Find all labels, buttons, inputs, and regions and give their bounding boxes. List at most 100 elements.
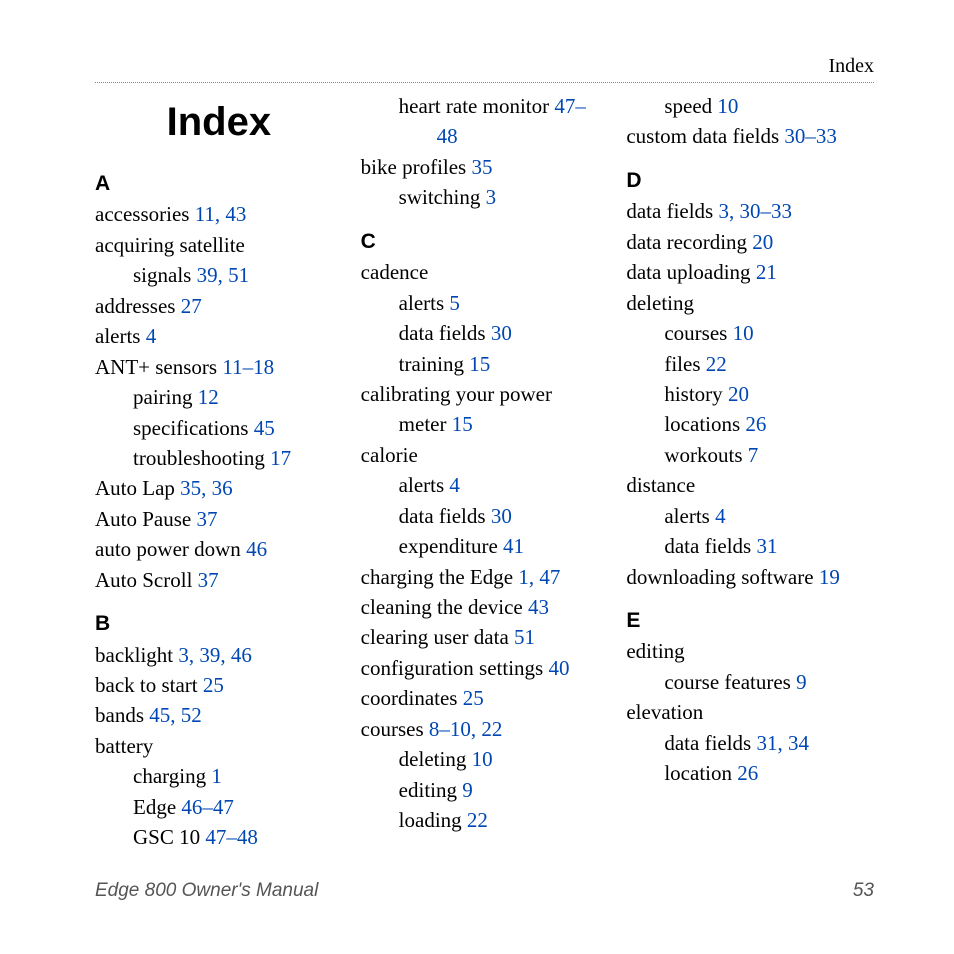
index-page-ref[interactable]: 12 <box>198 385 219 409</box>
index-page-ref[interactable]: 25 <box>463 686 484 710</box>
index-page-ref[interactable]: 11–18 <box>222 355 274 379</box>
index-page-ref[interactable]: 47– <box>554 94 586 118</box>
index-entry-text: charging the Edge <box>361 565 519 589</box>
index-entry-text: editing <box>626 639 684 663</box>
index-page-ref[interactable]: 51 <box>514 625 535 649</box>
index-entry: editing <box>626 636 874 666</box>
index-page-ref[interactable]: 22 <box>467 808 488 832</box>
index-page-ref[interactable]: 25 <box>203 673 224 697</box>
index-entry: data fields 3, 30–33 <box>626 196 874 226</box>
index-columns: IndexAaccessories 11, 43acquiring satell… <box>95 91 874 853</box>
index-entry: custom data fields 30–33 <box>626 121 874 151</box>
index-page-ref[interactable]: 39, 51 <box>197 263 250 287</box>
index-page-ref[interactable]: 4 <box>449 473 460 497</box>
index-page-ref[interactable]: 1 <box>211 764 222 788</box>
index-page-ref[interactable]: 30–33 <box>784 124 837 148</box>
index-entry-text: specifications <box>133 416 254 440</box>
index-entry-text: switching <box>399 185 486 209</box>
index-entry-text: calibrating your power <box>361 382 552 406</box>
index-page-ref[interactable]: 9 <box>462 778 473 802</box>
index-page-ref[interactable]: 15 <box>452 412 473 436</box>
index-entry: bands 45, 52 <box>95 700 343 730</box>
index-page-ref[interactable]: 43 <box>528 595 549 619</box>
index-page-ref[interactable]: 4 <box>715 504 726 528</box>
index-page-ref[interactable]: 46–47 <box>181 795 234 819</box>
index-entry-text: distance <box>626 473 695 497</box>
index-page-ref[interactable]: 40 <box>548 656 569 680</box>
index-page-ref[interactable]: 20 <box>752 230 773 254</box>
index-page-ref[interactable]: 37 <box>198 568 219 592</box>
index-entry-text: clearing user data <box>361 625 514 649</box>
index-page-ref[interactable]: 20 <box>728 382 749 406</box>
index-entry-text: data fields <box>399 504 491 528</box>
index-page-ref[interactable]: 22 <box>706 352 727 376</box>
index-sub: meter 15 <box>361 409 609 439</box>
index-page-ref[interactable]: 45 <box>254 416 275 440</box>
index-entry: ANT+ sensors 11–18 <box>95 352 343 382</box>
index-page-ref[interactable]: 3 <box>486 185 497 209</box>
index-entry: alerts 4 <box>95 321 343 351</box>
index-entry: backlight 3, 39, 46 <box>95 640 343 670</box>
index-entry-text: data fields <box>664 534 756 558</box>
page-footer: Edge 800 Owner's Manual 53 <box>95 880 874 902</box>
index-page-ref[interactable]: 21 <box>756 260 777 284</box>
index-column: speed 10custom data fields 30–33Ddata fi… <box>626 91 874 853</box>
index-page-ref[interactable]: 30 <box>491 504 512 528</box>
index-page-ref[interactable]: 31 <box>756 534 777 558</box>
index-page-ref[interactable]: 17 <box>270 446 291 470</box>
index-page-ref[interactable]: 26 <box>745 412 766 436</box>
index-page-ref[interactable]: 47–48 <box>205 825 258 849</box>
index-entry-text: cadence <box>361 260 429 284</box>
index-page-ref[interactable]: 31, 34 <box>756 731 809 755</box>
index-page-ref[interactable]: 30 <box>491 321 512 345</box>
index-entry-text: alerts <box>399 473 450 497</box>
index-entry-text: acquiring satellite <box>95 233 245 257</box>
index-page-ref[interactable]: 15 <box>469 352 490 376</box>
index-page-ref[interactable]: 4 <box>146 324 157 348</box>
index-page-ref[interactable]: 10 <box>717 94 738 118</box>
index-entry-text: accessories <box>95 202 195 226</box>
index-page-ref[interactable]: 35 <box>471 155 492 179</box>
index-entry: Auto Lap 35, 36 <box>95 473 343 503</box>
index-page-ref[interactable]: 8–10, 22 <box>429 717 503 741</box>
index-page-ref[interactable]: 3, 39, 46 <box>178 643 252 667</box>
index-sub: alerts 4 <box>626 501 874 531</box>
index-page-ref[interactable]: 9 <box>796 670 807 694</box>
index-page-ref[interactable]: 41 <box>503 534 524 558</box>
index-entry-text: locations <box>664 412 745 436</box>
index-page-ref[interactable]: 37 <box>197 507 218 531</box>
index-sub: data fields 31 <box>626 531 874 561</box>
index-entry-text: course features <box>664 670 796 694</box>
index-page-ref[interactable]: 7 <box>748 443 759 467</box>
index-page-ref[interactable]: 46 <box>246 537 267 561</box>
index-page-ref[interactable]: 3, 30–33 <box>718 199 792 223</box>
index-page-ref[interactable]: 5 <box>449 291 460 315</box>
index-sub: workouts 7 <box>626 440 874 470</box>
index-entry-text: speed <box>664 94 717 118</box>
index-entry: cleaning the device 43 <box>361 592 609 622</box>
index-page-ref[interactable]: 27 <box>181 294 202 318</box>
index-page-ref[interactable]: 26 <box>737 761 758 785</box>
index-entry: auto power down 46 <box>95 534 343 564</box>
index-page-ref[interactable]: 45, 52 <box>149 703 202 727</box>
index-entry-text: data fields <box>399 321 491 345</box>
index-page-ref[interactable]: 10 <box>472 747 493 771</box>
index-column: IndexAaccessories 11, 43acquiring satell… <box>95 91 343 853</box>
index-sub: pairing 12 <box>95 382 343 412</box>
index-entry-text: downloading software <box>626 565 818 589</box>
index-entry: addresses 27 <box>95 291 343 321</box>
index-page-ref[interactable]: 19 <box>819 565 840 589</box>
index-letter-heading: E <box>626 606 874 636</box>
index-sub: specifications 45 <box>95 413 343 443</box>
index-page-ref[interactable]: 10 <box>733 321 754 345</box>
index-entry-text: training <box>399 352 470 376</box>
index-entry-text: history <box>664 382 728 406</box>
index-sub: training 15 <box>361 349 609 379</box>
index-page-ref[interactable]: 11, 43 <box>195 202 247 226</box>
index-page-ref[interactable]: 48 <box>437 124 458 148</box>
index-entry: accessories 11, 43 <box>95 199 343 229</box>
index-page-ref[interactable]: 1, 47 <box>518 565 560 589</box>
index-subsub: 48 <box>361 121 609 151</box>
index-page-ref[interactable]: 35, 36 <box>180 476 233 500</box>
index-sub: loading 22 <box>361 805 609 835</box>
